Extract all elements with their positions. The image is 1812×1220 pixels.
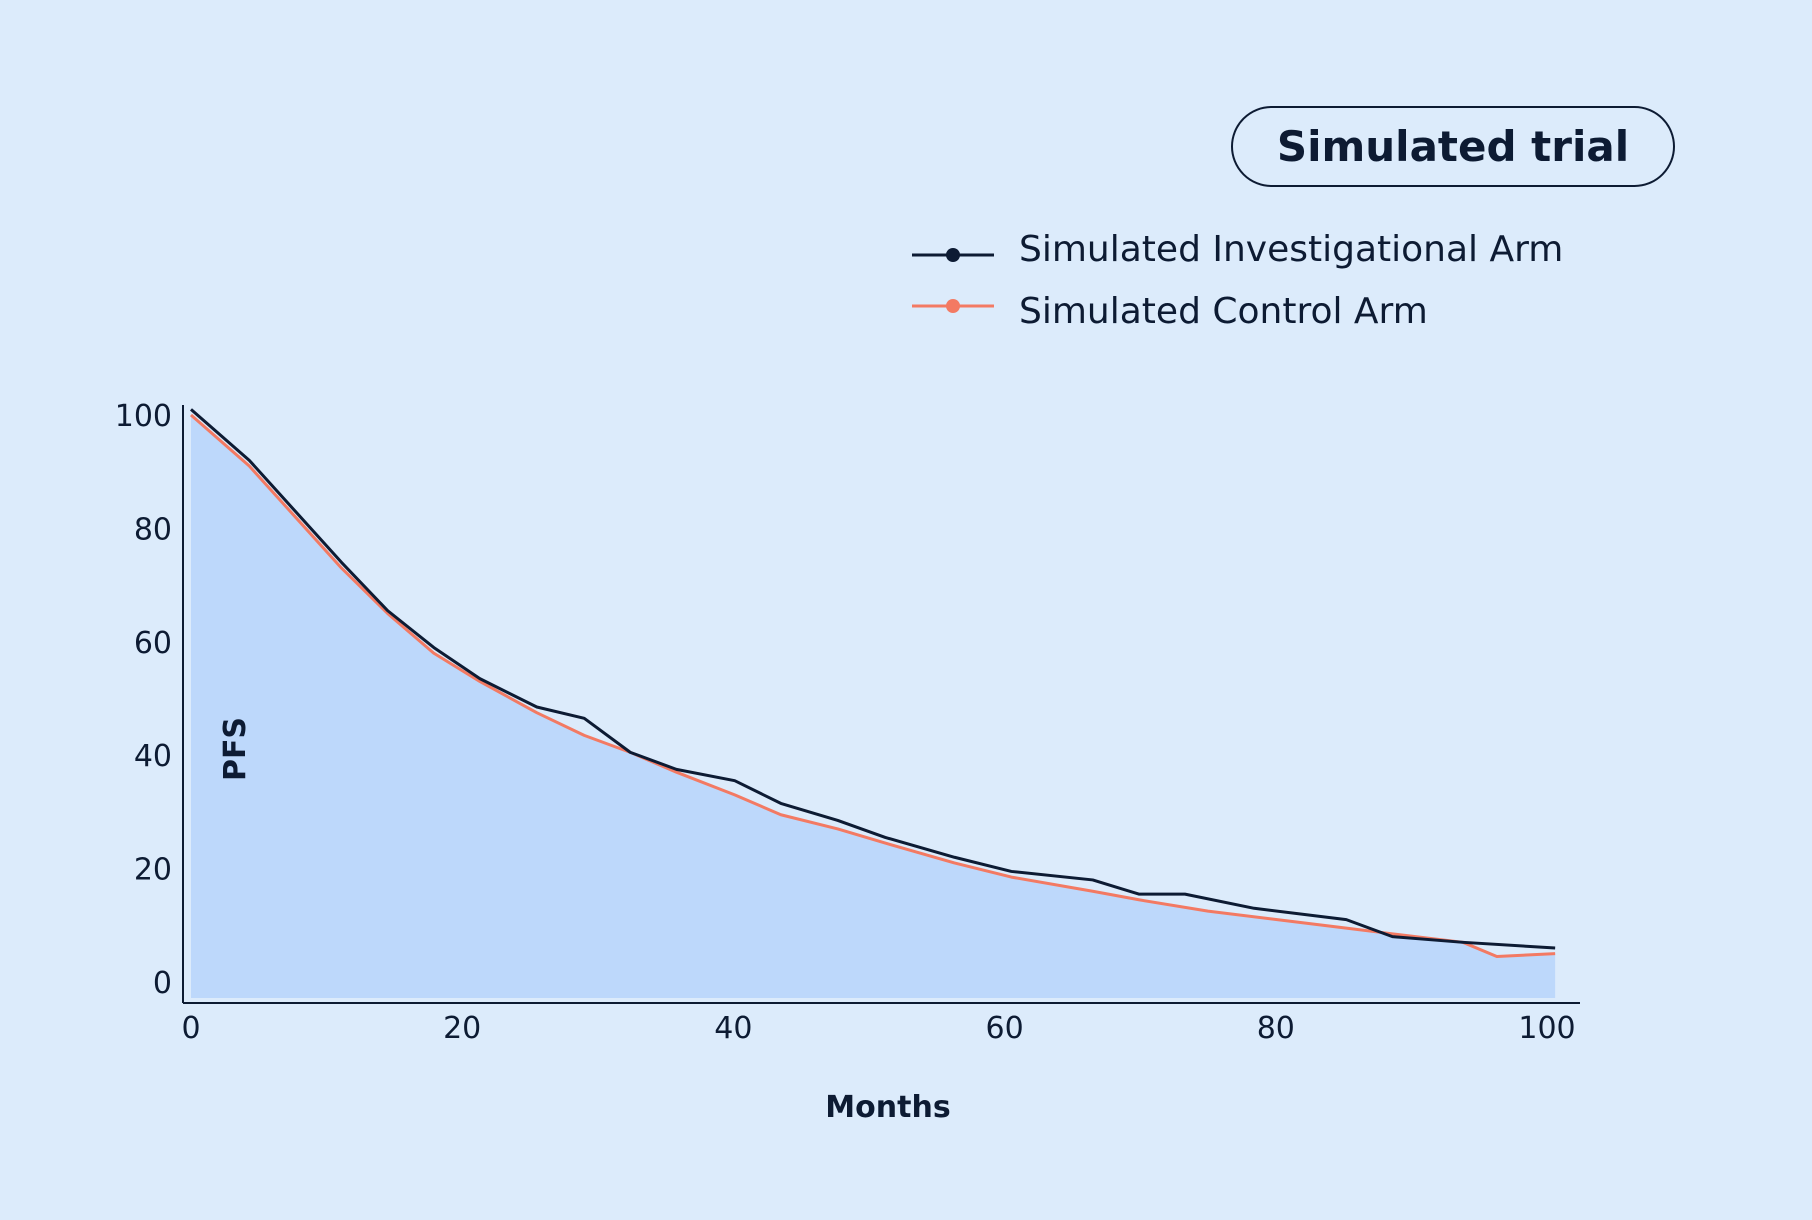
series-layer	[190, 408, 1556, 958]
x-tick-label: 20	[443, 1011, 481, 1046]
legend: Simulated Investigational Arm Simulated …	[912, 229, 1563, 332]
x-tick-label: 80	[1257, 1011, 1295, 1046]
legend-item-investigational: Simulated Investigational Arm	[912, 229, 1563, 270]
x-tick-label: 100	[1518, 1011, 1575, 1046]
x-axis-title: Months	[825, 1090, 950, 1125]
legend-label-control: Simulated Control Arm	[1019, 291, 1428, 332]
title-badge: Simulated trial	[1231, 106, 1675, 187]
y-tick-labels: 0 20 40 60 80 100	[115, 399, 172, 1001]
x-tick-label: 40	[714, 1011, 752, 1046]
series-line-control	[190, 413, 1556, 958]
y-tick-label: 40	[134, 739, 172, 774]
y-tick-label: 60	[134, 626, 172, 661]
y-tick-label: 80	[134, 512, 172, 547]
legend-marker-control	[946, 299, 960, 313]
y-tick-label: 20	[134, 853, 172, 888]
title-badge-outline	[1231, 106, 1675, 187]
x-tick-label: 60	[986, 1011, 1024, 1046]
y-tick-label: 100	[115, 399, 172, 434]
chart-title: Simulated trial	[1277, 122, 1629, 171]
control-arm-area	[191, 415, 1556, 998]
legend-marker-investigational	[946, 248, 960, 262]
legend-label-investigational: Simulated Investigational Arm	[1019, 229, 1563, 270]
x-tick-label: 0	[181, 1011, 200, 1046]
y-axis-title: PFS	[218, 717, 253, 781]
y-tick-label: 0	[153, 966, 172, 1001]
legend-item-control: Simulated Control Arm	[912, 291, 1428, 332]
plot-area: 0 20 40 60 80 100 0 20 40 60 80 100	[115, 399, 1580, 1046]
x-tick-labels: 0 20 40 60 80 100	[181, 1011, 1575, 1046]
